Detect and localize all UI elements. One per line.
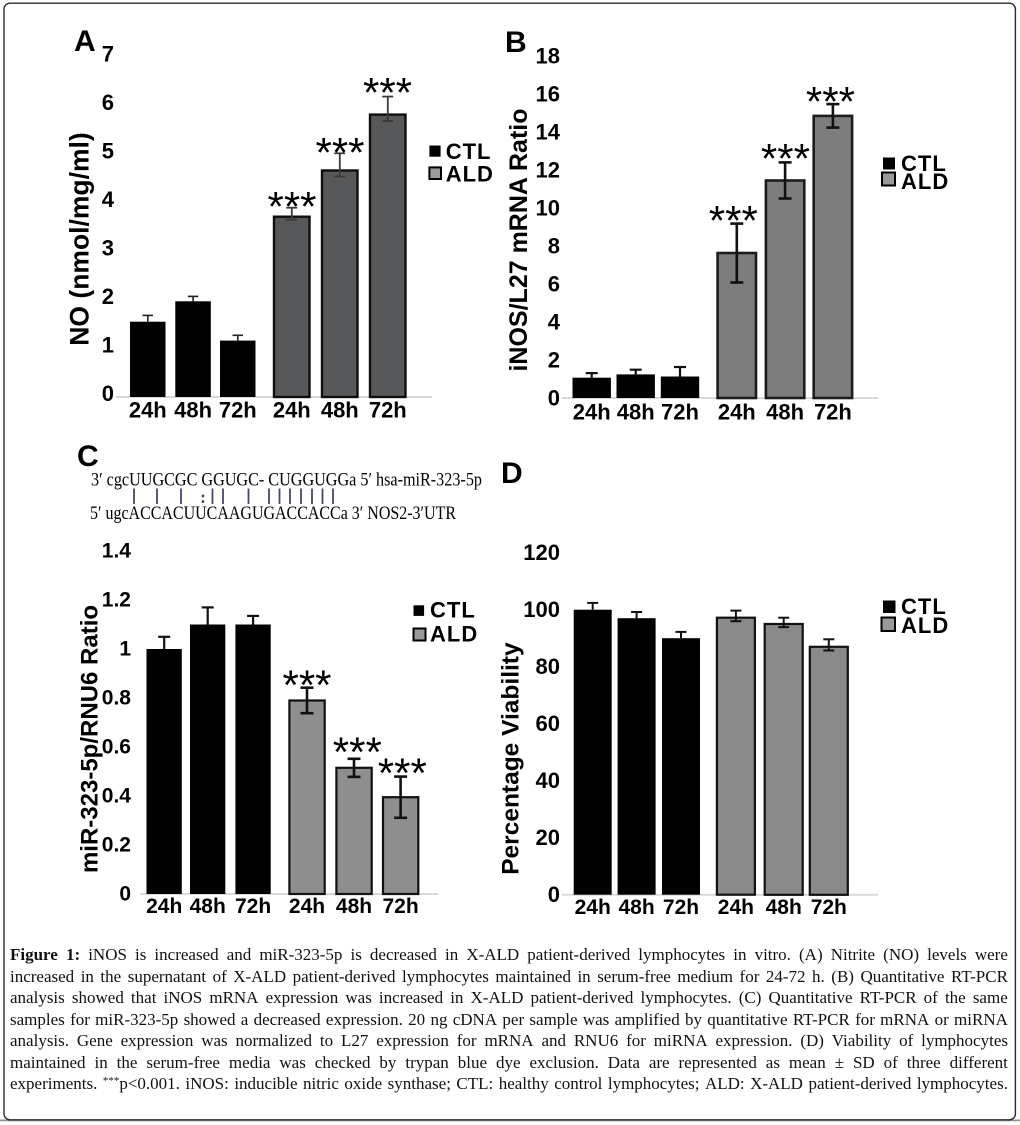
svg-text:48h: 48h <box>174 398 212 423</box>
svg-text:***: *** <box>709 197 758 244</box>
svg-text:72h: 72h <box>235 895 271 918</box>
svg-text:12: 12 <box>536 158 560 183</box>
svg-text:24h: 24h <box>575 896 611 919</box>
svg-text:72h: 72h <box>663 896 699 919</box>
svg-text:24h: 24h <box>289 895 325 918</box>
svg-text:48h: 48h <box>336 895 372 918</box>
svg-text:6: 6 <box>548 272 560 297</box>
svg-text:4: 4 <box>102 187 115 212</box>
svg-text::: : <box>200 487 206 507</box>
svg-text:6: 6 <box>102 90 114 115</box>
svg-text:48h: 48h <box>617 400 655 425</box>
svg-text:0: 0 <box>119 883 131 906</box>
svg-text:ALD: ALD <box>446 161 494 186</box>
svg-text:72h: 72h <box>219 398 257 423</box>
svg-text:40: 40 <box>536 768 560 793</box>
svg-text:24h: 24h <box>718 896 754 919</box>
svg-text:***: *** <box>315 129 364 176</box>
svg-text:0: 0 <box>548 386 560 411</box>
svg-text:CTL: CTL <box>446 139 492 164</box>
svg-text:ALD: ALD <box>430 621 478 646</box>
svg-text:72h: 72h <box>814 400 852 425</box>
svg-text:48h: 48h <box>321 398 359 423</box>
svg-text:48h: 48h <box>766 896 802 919</box>
svg-text:NO (nmol/mg/ml): NO (nmol/mg/ml) <box>65 132 95 345</box>
svg-text:72h: 72h <box>811 896 847 919</box>
svg-text:Percentage Viability: Percentage Viability <box>497 642 524 875</box>
svg-text:3: 3 <box>102 235 114 260</box>
svg-text:***: *** <box>363 69 412 116</box>
svg-text:7: 7 <box>102 41 114 66</box>
svg-text:24h: 24h <box>573 400 611 425</box>
svg-text:0.4: 0.4 <box>102 785 132 808</box>
svg-text:0.8: 0.8 <box>102 687 132 710</box>
svg-text:B: B <box>505 26 527 59</box>
svg-text:5′ ugcACCACUUCAAGUGACCACCa 3′: 5′ ugcACCACUUCAAGUGACCACCa 3′ NOS2-3′UTR <box>90 503 456 524</box>
svg-text:48h: 48h <box>766 400 804 425</box>
svg-text:60: 60 <box>536 711 560 736</box>
svg-text:18: 18 <box>536 44 560 69</box>
svg-text:ALD: ALD <box>901 169 949 194</box>
svg-text:***: *** <box>761 135 810 182</box>
svg-text:0: 0 <box>102 381 114 406</box>
svg-text:0: 0 <box>548 882 560 907</box>
svg-text:***: *** <box>267 183 316 230</box>
svg-text:CTL: CTL <box>430 597 476 622</box>
svg-text:miR-323-5p/RNU6 Ratio: miR-323-5p/RNU6 Ratio <box>77 605 104 873</box>
svg-text:CTL: CTL <box>901 594 947 619</box>
svg-text:C: C <box>77 440 99 473</box>
svg-text:1.2: 1.2 <box>102 589 131 612</box>
svg-text:120: 120 <box>523 540 560 565</box>
svg-text:D: D <box>501 457 523 490</box>
svg-text:100: 100 <box>523 597 560 622</box>
svg-text:0.6: 0.6 <box>102 736 131 759</box>
svg-text:80: 80 <box>536 654 560 679</box>
svg-text:24h: 24h <box>129 398 167 423</box>
svg-text:2: 2 <box>102 284 114 309</box>
svg-text:72h: 72h <box>383 895 419 918</box>
svg-text:4: 4 <box>548 310 561 335</box>
svg-text:3′ cgcUUGCGC GGUGC- CUGGUGGa 5: 3′ cgcUUGCGC GGUGC- CUGGUGGa 5′ hsa-miR-… <box>91 470 482 491</box>
svg-text:0.2: 0.2 <box>102 834 131 857</box>
svg-text:20: 20 <box>536 825 560 850</box>
svg-text:24h: 24h <box>718 400 756 425</box>
svg-text:16: 16 <box>536 82 560 107</box>
svg-text:1: 1 <box>102 332 114 357</box>
svg-text:72h: 72h <box>369 398 407 423</box>
svg-text:CTL: CTL <box>901 151 947 176</box>
svg-text:2: 2 <box>548 348 560 373</box>
svg-text:24h: 24h <box>146 895 182 918</box>
svg-text:5: 5 <box>102 138 114 163</box>
svg-text:10: 10 <box>536 196 560 221</box>
svg-text:A: A <box>74 25 96 58</box>
svg-text:48h: 48h <box>190 895 226 918</box>
svg-text:***: *** <box>378 749 427 796</box>
svg-text:24h: 24h <box>273 398 311 423</box>
svg-text:***: *** <box>806 78 855 125</box>
svg-text:8: 8 <box>548 234 560 259</box>
svg-text:14: 14 <box>536 120 561 145</box>
svg-text:ALD: ALD <box>901 613 949 638</box>
svg-text:***: *** <box>333 729 382 776</box>
svg-text:48h: 48h <box>619 896 655 919</box>
svg-text:iNOS/L27 mRNA Ratio: iNOS/L27 mRNA Ratio <box>505 108 533 371</box>
svg-text:1.4: 1.4 <box>102 540 132 563</box>
svg-text:1: 1 <box>119 638 131 661</box>
svg-text:72h: 72h <box>661 400 699 425</box>
svg-text:***: *** <box>282 661 331 708</box>
